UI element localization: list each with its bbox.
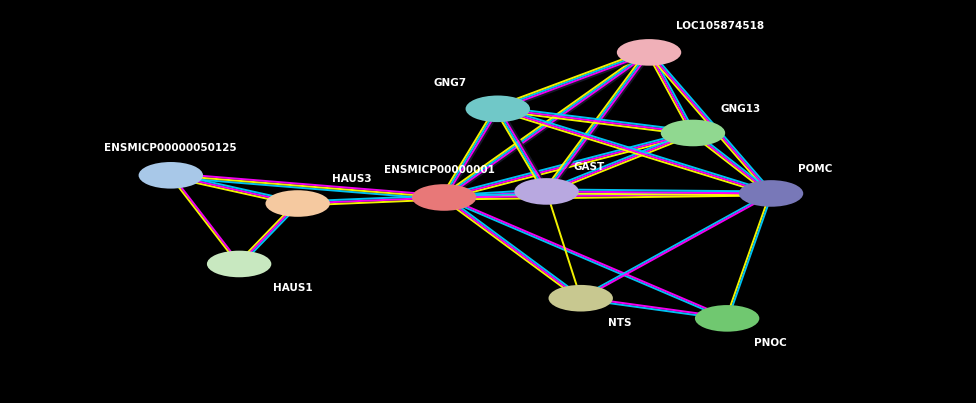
- Circle shape: [549, 285, 613, 312]
- Text: POMC: POMC: [798, 164, 833, 174]
- Circle shape: [661, 120, 725, 146]
- Text: GNG7: GNG7: [433, 78, 467, 88]
- Circle shape: [207, 251, 271, 277]
- Text: ENSMICP00000001: ENSMICP00000001: [384, 165, 495, 175]
- Text: PNOC: PNOC: [754, 338, 788, 348]
- Circle shape: [412, 184, 476, 211]
- Text: LOC105874518: LOC105874518: [676, 21, 764, 31]
- Circle shape: [466, 96, 530, 122]
- Text: NTS: NTS: [608, 318, 631, 328]
- Text: GAST: GAST: [574, 162, 605, 172]
- Circle shape: [695, 305, 759, 332]
- Circle shape: [617, 39, 681, 66]
- Text: HAUS3: HAUS3: [332, 174, 372, 184]
- Circle shape: [265, 190, 330, 217]
- Circle shape: [139, 162, 203, 189]
- Text: HAUS1: HAUS1: [273, 283, 313, 293]
- Circle shape: [514, 178, 579, 205]
- Text: GNG13: GNG13: [720, 104, 760, 114]
- Circle shape: [739, 180, 803, 207]
- Text: ENSMICP00000050125: ENSMICP00000050125: [104, 143, 237, 153]
